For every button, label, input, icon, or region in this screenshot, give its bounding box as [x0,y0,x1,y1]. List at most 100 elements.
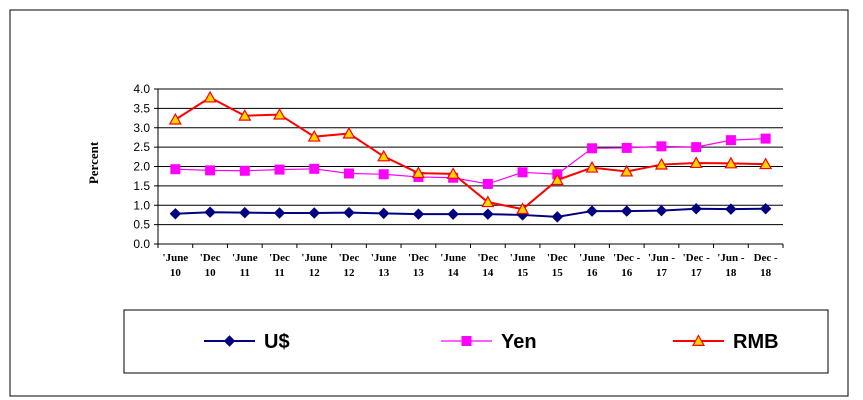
x-tick-label: 'Dec [408,252,429,264]
data-point [273,207,286,219]
x-tick-label: 'Jun - [648,252,676,264]
y-axis-title: Percent [86,141,101,184]
data-point [238,109,252,121]
data-point [273,107,287,120]
series-line [175,207,766,218]
data-point [377,149,391,162]
y-tick-label: 0.5 [133,218,150,232]
data-point [586,205,598,217]
data-point [516,202,530,215]
x-tick-label: 13 [413,267,425,279]
axes [154,88,784,248]
x-tick-label: 10 [170,267,182,279]
y-tick-label: 1.5 [133,179,150,193]
y-tick-label: 1.0 [133,198,150,212]
x-tick-label: 'June [163,252,189,264]
legend-label: U$ [264,331,290,353]
series-line [174,96,766,211]
data-point [204,206,216,218]
data-point [585,160,599,173]
data-point [691,142,702,153]
x-tick-label: 15 [517,267,529,279]
series-line [175,138,766,185]
x-tick-label: 'Dec [269,252,290,264]
x-tick-label: 14 [482,267,494,279]
data-point [342,126,356,139]
data-point [239,206,251,219]
data-point [343,206,355,219]
x-tick-label: 12 [343,267,355,279]
x-tick-label: 'June [232,252,258,264]
x-tick-label: 16 [587,267,599,279]
x-tick-label: 15 [552,267,564,279]
x-tick-labels: 'June 10 'Dec 10 'June 11 'Dec 11 'June 12 'Dec 12 '… [163,252,779,279]
x-tick-label: 14 [448,267,460,279]
data-point [655,204,668,217]
data-point [239,165,250,176]
x-tick-label: 'June [579,252,605,264]
legend-label: Yen [501,331,537,353]
data-point [446,167,460,179]
data-point [482,208,494,220]
data-point [309,163,320,174]
y-tick-label: 2.5 [133,140,150,154]
data-point [447,208,459,220]
data-point [308,207,320,219]
data-point [621,205,633,217]
x-tick-label: 'June [440,252,466,264]
series [168,90,773,223]
data-point [689,156,703,169]
data-point [274,164,285,175]
data-point [412,208,425,220]
x-tick-label: 11 [240,267,250,279]
data-point [550,173,564,186]
data-point [205,165,216,176]
data-point [656,141,667,152]
data-point [482,178,493,189]
x-tick-label: 12 [309,267,321,279]
data-point [307,129,321,142]
x-tick-label: 16 [621,267,633,279]
data-point [517,167,528,178]
x-tick-label: 18 [725,267,737,279]
data-point [725,203,737,215]
x-tick-label: 'Dec [477,252,498,264]
data-point [760,133,771,144]
y-tick-label: 2.0 [133,160,150,174]
gridlines [158,88,783,226]
data-point [621,142,632,153]
legend-item: Yen [441,331,537,353]
data-point [377,207,390,220]
legend-marker [223,335,236,347]
series-2 [168,90,773,215]
data-point [759,203,772,215]
x-tick-label: 'Jun - [717,252,745,264]
data-point [724,156,738,169]
x-tick-label: 17 [691,267,703,279]
x-tick-label: Dec - [754,252,778,264]
data-point [620,164,634,177]
x-tick-label: 11 [274,267,284,279]
x-tick-label: 'Dec - [613,252,641,264]
data-point [203,90,217,103]
data-point [343,168,354,179]
data-point [411,166,425,179]
legend-item: U$ [204,331,290,353]
data-point [654,157,668,170]
legend: U$ Yen RMB [204,331,779,353]
x-tick-label: 'June [510,252,536,264]
x-tick-label: 'June [301,252,327,264]
y-tick-label: 0.0 [133,237,150,251]
x-tick-label: 13 [378,267,390,279]
data-point [725,135,736,146]
x-tick-label: 'Dec [547,252,568,264]
data-point [168,112,182,125]
x-tick-label: 'Dec - [683,252,711,264]
x-tick-label: 'June [371,252,397,264]
y-tick-labels: 0.0 0.5 1.0 1.5 2.0 2.5 3.0 3.5 4.0 [133,82,150,251]
data-point [759,157,773,170]
y-tick-label: 4.0 [133,82,150,96]
legend-marker [461,336,472,346]
